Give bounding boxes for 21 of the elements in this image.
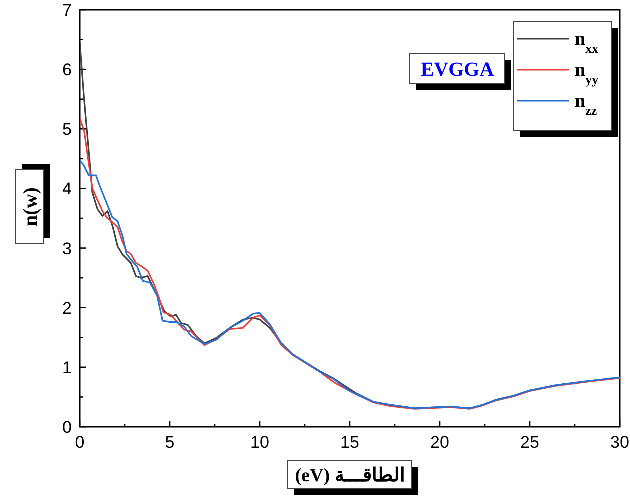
y-tick-label: 5 — [62, 120, 72, 140]
legend-label: n$_{yy}$ — [575, 60, 600, 86]
y-tick-label: 3 — [62, 239, 72, 258]
legend-label: n$_{zz}$ — [575, 91, 598, 118]
x-tick-label: 25 — [520, 433, 540, 452]
x-tick-label: 0 — [75, 433, 85, 452]
x-tick-label: 10 — [250, 433, 270, 452]
x-tick-label: 20 — [430, 433, 450, 452]
annotation: EVGGA — [420, 59, 495, 81]
y-tick-label: 4 — [62, 180, 72, 199]
y-tick-label: 1 — [62, 358, 72, 378]
x-tick-label: 30 — [610, 433, 630, 452]
y-tick-label: 2 — [62, 298, 72, 318]
y-axis-title: n(w) — [20, 188, 42, 226]
x-axis-title: الطاقـــة (eV) — [295, 466, 405, 487]
legend-label: n$_{xx}$ — [575, 29, 600, 56]
y-tick-label: 7 — [62, 1, 72, 20]
y-tick-label: 0 — [62, 418, 72, 437]
x-tick-label: 5 — [165, 433, 175, 452]
y-tick-label: 6 — [62, 60, 72, 80]
x-tick-label: 15 — [340, 433, 360, 452]
